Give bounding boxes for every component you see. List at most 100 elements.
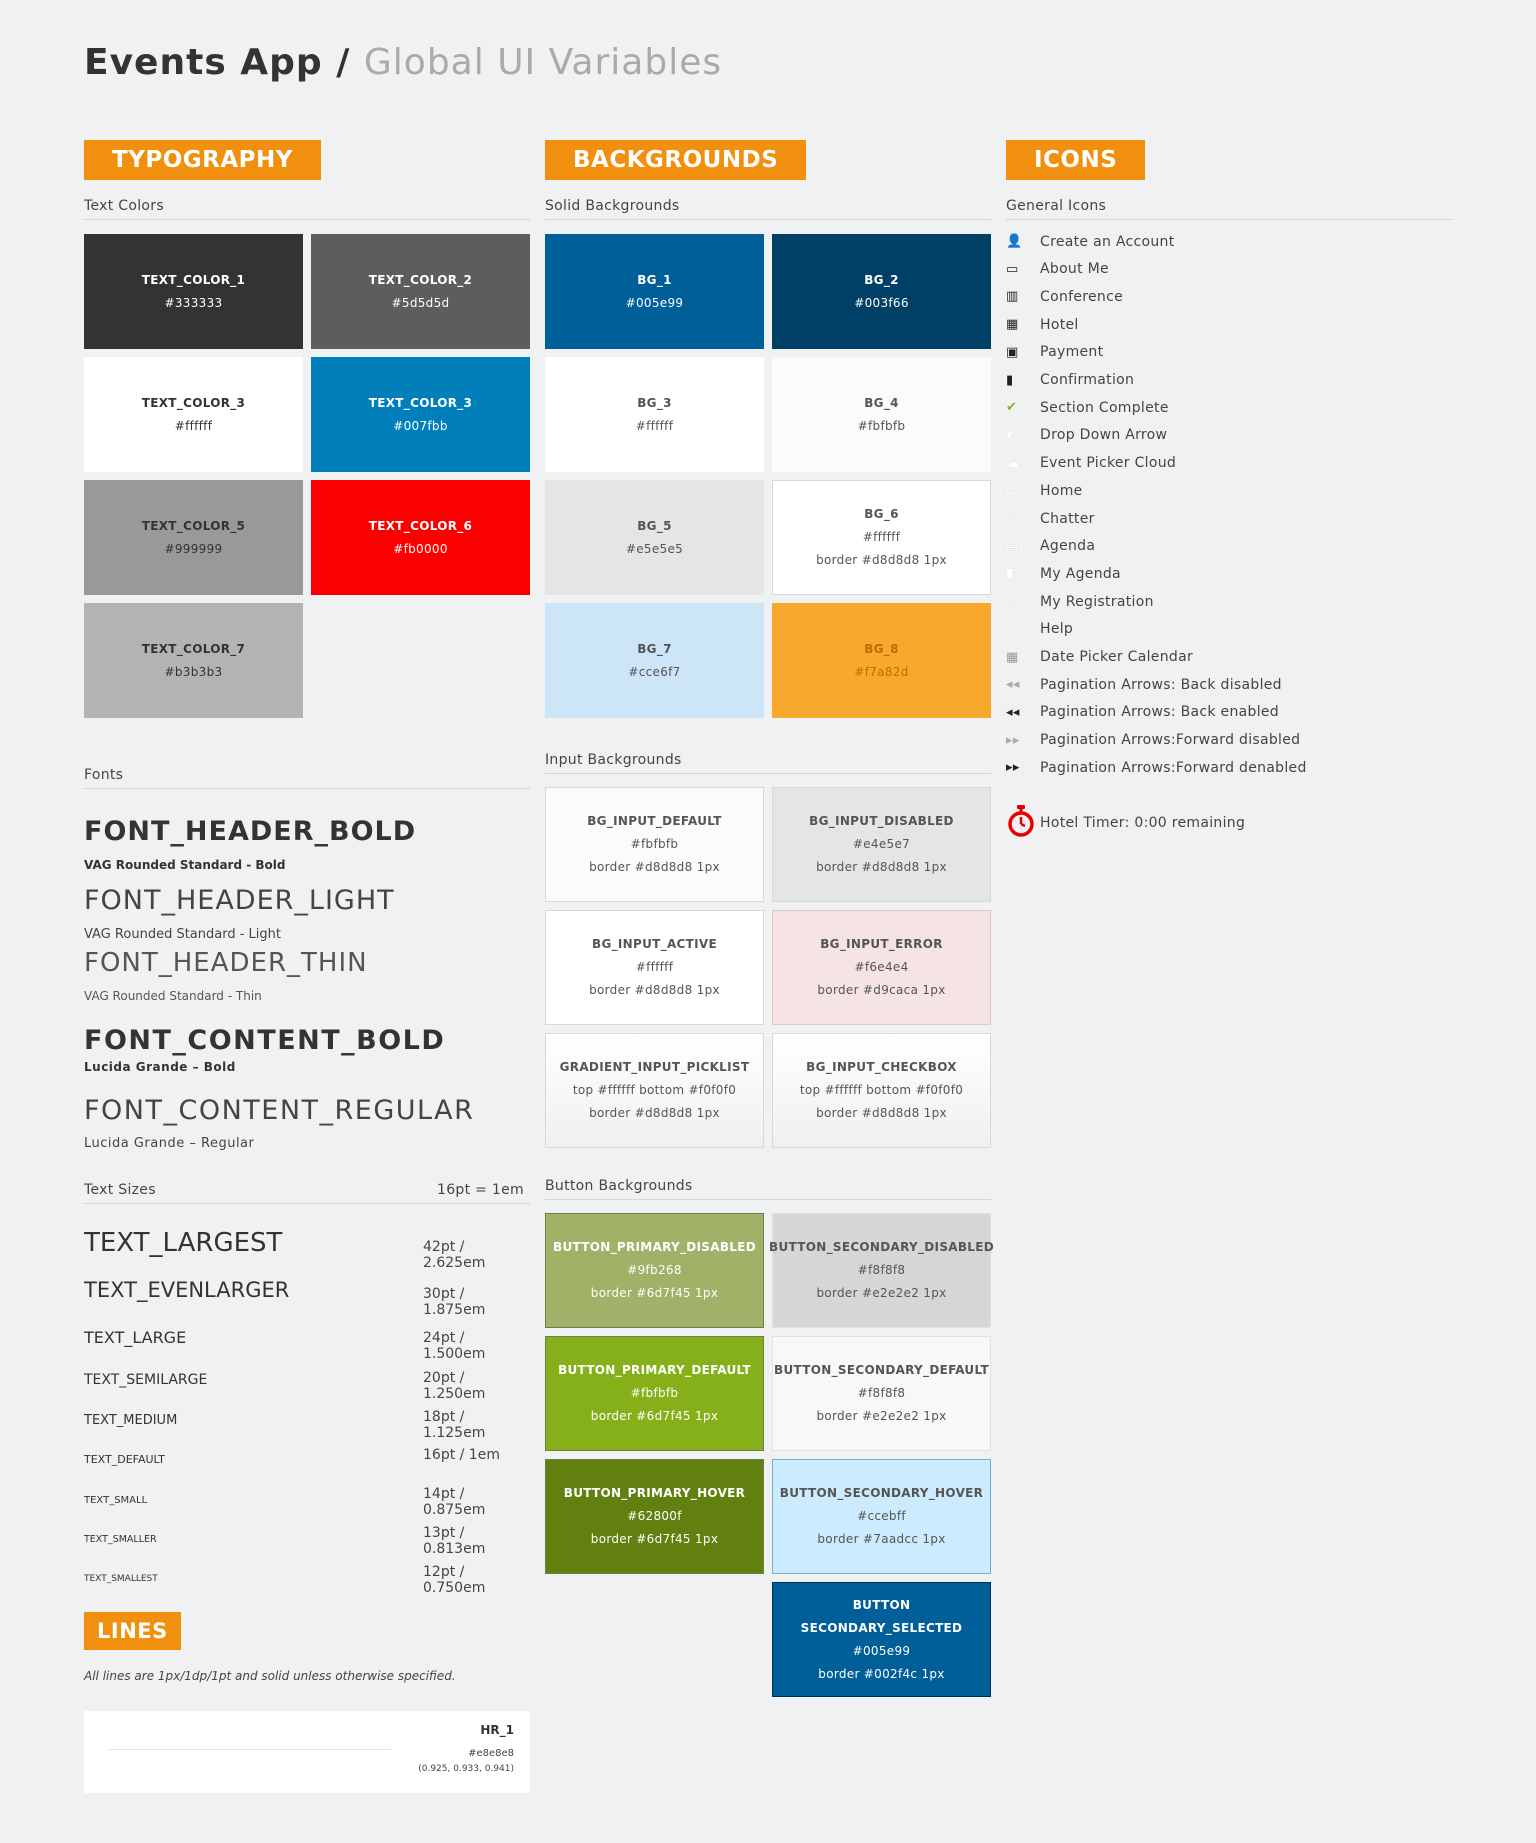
text-size-value: 16pt / 1em: [423, 1447, 500, 1463]
icon-row: ▾ Drop Down Arrow: [1006, 422, 1167, 449]
subheading-solid-backgrounds: Solid Backgrounds: [545, 198, 991, 220]
input-bg-swatch-border: border #d8d8d8 1px: [589, 1106, 720, 1120]
text-size-row: TEXT_SEMILARGE 20pt / 1.250em: [84, 1369, 529, 1402]
text-size-row: TEXT_LARGE 24pt / 1.500em: [84, 1328, 529, 1362]
text-color-swatch: TEXT_COLOR_2 #5d5d5d: [311, 234, 530, 349]
text-color-swatch-name: TEXT_COLOR_5: [141, 518, 246, 533]
solid-bg-swatch-value: #fbfbfb: [857, 418, 906, 433]
text-sizes-note: 16pt = 1em: [437, 1182, 524, 1198]
icon-label: Confirmation: [1040, 372, 1135, 388]
text-size-name: TEXT_DEFAULT: [84, 1453, 165, 1466]
text-color-swatch: TEXT_COLOR_6 #fb0000: [311, 480, 530, 595]
icon-label: My Agenda: [1040, 565, 1121, 582]
section-lines: LINES: [84, 1612, 181, 1650]
solid-bg-swatch: BG_5 #e5e5e5: [545, 480, 764, 595]
button-bg-swatch-name: BUTTON_PRIMARY_DEFAULT: [558, 1363, 751, 1377]
input-bg-swatch-name: GRADIENT_INPUT_PICKLIST: [559, 1060, 750, 1074]
input-bg-swatch-value: #ffffff: [635, 960, 674, 974]
button-bg-swatch-value: #005e99: [852, 1643, 911, 1658]
checkmark-icon: ✔: [1006, 400, 1018, 416]
text-color-swatch-name: TEXT_COLOR_7: [141, 641, 246, 656]
font-sample: FONT_CONTENT_BOLD: [84, 1025, 446, 1056]
font-description: VAG Rounded Standard - Bold: [84, 858, 286, 872]
icon-row: ▸▸ Pagination Arrows:Forward disabled: [1006, 727, 1300, 754]
subheading-text-colors: Text Colors: [84, 198, 530, 220]
back-arrows-enabled-icon: ◂◂: [1006, 704, 1020, 720]
forward-arrows-enabled-icon: ▸▸: [1006, 760, 1020, 776]
solid-bg-swatch-name: BG_5: [637, 518, 672, 533]
icon-label: Pagination Arrows:Forward disabled: [1040, 732, 1301, 749]
button-bg-swatch-name: BUTTON_SECONDARY_DISABLED: [769, 1240, 994, 1254]
button-bg-swatch-value: #f8f8f8: [857, 1386, 906, 1400]
font-sample: FONT_CONTENT_REGULAR: [84, 1095, 475, 1126]
app-name: Events App: [84, 42, 323, 83]
button-bg-swatch-name: BUTTON SECONDARY_SELECTED: [800, 1597, 963, 1635]
icon-row: ◂◂ Pagination Arrows: Back enabled: [1006, 699, 1279, 726]
solid-bg-swatch-value: #ffffff: [862, 530, 901, 544]
solid-bg-swatch: BG_2 #003f66: [772, 234, 991, 349]
button-bg-swatch-value: #f8f8f8: [857, 1263, 906, 1277]
icon-label: Date Picker Calendar: [1040, 649, 1194, 665]
input-bg-swatch-value: top #ffffff bottom #f0f0f0: [572, 1083, 737, 1097]
icon-row: ◂◂ Pagination Arrows: Back disabled: [1006, 671, 1282, 698]
hr-value: #e8e8e8: [468, 1748, 514, 1759]
solid-bg-swatch-name: BG_8: [864, 641, 899, 656]
solid-bg-swatch-value: #005e99: [625, 295, 684, 310]
solid-bg-swatch-name: BG_4: [864, 395, 899, 410]
text-color-swatch-value: #5d5d5d: [391, 295, 450, 310]
button-bg-swatch-name: BUTTON_SECONDARY_DEFAULT: [774, 1363, 989, 1377]
button-bg-swatch: BUTTON SECONDARY_SELECTED #005e99 border #…: [772, 1582, 991, 1697]
solid-bg-swatch: BG_3 #ffffff: [545, 357, 764, 472]
subheading-general-icons: General Icons: [1006, 198, 1452, 220]
receipt-icon: ▮: [1006, 372, 1014, 388]
stopwatch-icon: [1006, 804, 1040, 842]
icon-row: 👤 Create an Account: [1006, 228, 1175, 255]
text-color-swatch-value: #ffffff: [174, 418, 213, 433]
text-size-name: TEXT_SEMILARGE: [84, 1372, 208, 1388]
input-bg-swatch: BG_INPUT_ERROR #f6e4e4 border #d9caca 1px: [772, 910, 991, 1025]
dropdown-arrow-icon: ▾: [1006, 427, 1013, 443]
solid-bg-swatch-value: #f7a82d: [854, 664, 909, 679]
text-color-swatch: TEXT_COLOR_3 #ffffff: [84, 357, 303, 472]
section-icons: ICONS: [1006, 140, 1146, 180]
icon-label: Payment: [1040, 344, 1104, 361]
icon-row: ▣ Payment: [1006, 339, 1103, 366]
button-bg-swatch-border: border #002f4c 1px: [818, 1666, 945, 1681]
text-color-swatch-name: TEXT_COLOR_3: [368, 395, 473, 410]
hr-line: [108, 1749, 391, 1750]
text-size-value: 13pt / 0.813em: [423, 1525, 486, 1557]
button-bg-swatch-value: #fbfbfb: [630, 1386, 679, 1400]
calendar-icon: ▦: [1006, 649, 1019, 665]
input-bg-swatch: BG_INPUT_ACTIVE #ffffff border #d8d8d8 1px: [545, 910, 764, 1025]
text-size-value: 18pt / 1.125em: [423, 1409, 486, 1441]
building-icon: ▦: [1006, 317, 1019, 333]
font-description: VAG Rounded Standard - Thin: [84, 989, 262, 1003]
text-size-value: 14pt / 0.875em: [423, 1486, 486, 1518]
barcode-icon: ▥: [1006, 289, 1019, 305]
input-bg-swatch-border: border #d9caca 1px: [817, 983, 946, 997]
text-size-row: TEXT_MEDIUM 18pt / 1.125em: [84, 1409, 529, 1441]
solid-bg-swatch-name: BG_6: [864, 507, 899, 521]
solid-bg-swatch: BG_6 #ffffff border #d8d8d8 1px: [772, 480, 991, 595]
icon-label: Help: [1040, 621, 1074, 638]
button-bg-swatch: BUTTON_PRIMARY_DEFAULT #fbfbfb border #6d7…: [545, 1336, 764, 1451]
solid-bg-swatch-name: BG_2: [864, 272, 899, 287]
icon-row: ☁ Event Picker Cloud: [1006, 450, 1176, 477]
text-size-row: TEXT_SMALLER 13pt / 0.813em: [84, 1525, 529, 1557]
chatter-icon: ◻: [1006, 511, 1018, 526]
text-color-swatch: TEXT_COLOR_1 #333333: [84, 234, 303, 349]
button-bg-swatch-border: border #6d7f45 1px: [590, 1286, 719, 1300]
button-bg-swatch-value: #ccebff: [857, 1509, 906, 1523]
input-bg-swatch-value: top #ffffff bottom #f0f0f0: [799, 1083, 964, 1097]
solid-bg-swatch-name: BG_3: [637, 395, 672, 410]
solid-bg-swatch-name: BG_7: [637, 641, 672, 656]
lines-note: All lines are 1px/1dp/1pt and solid unle…: [84, 1669, 456, 1683]
forward-arrows-disabled-icon: ▸▸: [1006, 732, 1020, 748]
icon-row: ▯ My Registration: [1006, 588, 1154, 615]
input-bg-swatch-border: border #d8d8d8 1px: [816, 860, 947, 874]
my-agenda-icon: ◧: [1006, 566, 1019, 582]
text-color-swatch-value: #fb0000: [393, 541, 448, 556]
icon-row: ▥ Conference: [1006, 283, 1123, 310]
subheading-fonts: Fonts: [84, 767, 530, 789]
